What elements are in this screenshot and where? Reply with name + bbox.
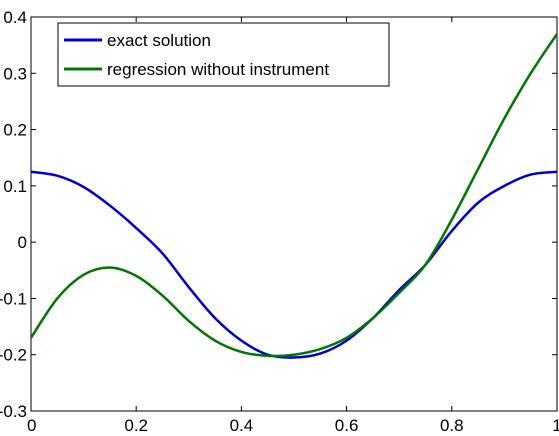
- x-tick-label: 0.4: [230, 416, 254, 435]
- y-tick-label: 0.3: [3, 64, 27, 83]
- series-lines: [29, 33, 559, 359]
- axis-ticks: 0 0.2 0.4 0.6 0.8 1 -0.3 -0.2 -0.1 0 0.1 0.2 0.3 0.4: [0, 8, 559, 435]
- y-tick-label: 0.1: [3, 177, 27, 196]
- x-tick-label: 0: [27, 416, 36, 435]
- legend-label-regression-without-instrument: regression without instrument: [107, 60, 329, 79]
- x-tick-label: 1: [552, 416, 559, 435]
- x-tick-label: 0.8: [440, 416, 464, 435]
- y-tick-label: 0: [18, 233, 27, 252]
- y-tick-label: -0.1: [0, 289, 27, 308]
- series-line-regression-without-instrument: [29, 33, 559, 358]
- x-tick-label: 0.6: [335, 416, 359, 435]
- series-line-exact-solution: [30, 170, 558, 359]
- legend-box: [57, 22, 390, 87]
- y-tick-label: -0.2: [0, 346, 27, 365]
- x-tick-label: 0.2: [124, 416, 148, 435]
- y-tick-label: -0.3: [0, 402, 27, 421]
- y-tick-label: 0.2: [3, 121, 27, 140]
- legend: exact solution regression without instru…: [57, 22, 390, 87]
- legend-label-exact-solution: exact solution: [107, 31, 211, 50]
- y-tick-label: 0.4: [3, 8, 27, 27]
